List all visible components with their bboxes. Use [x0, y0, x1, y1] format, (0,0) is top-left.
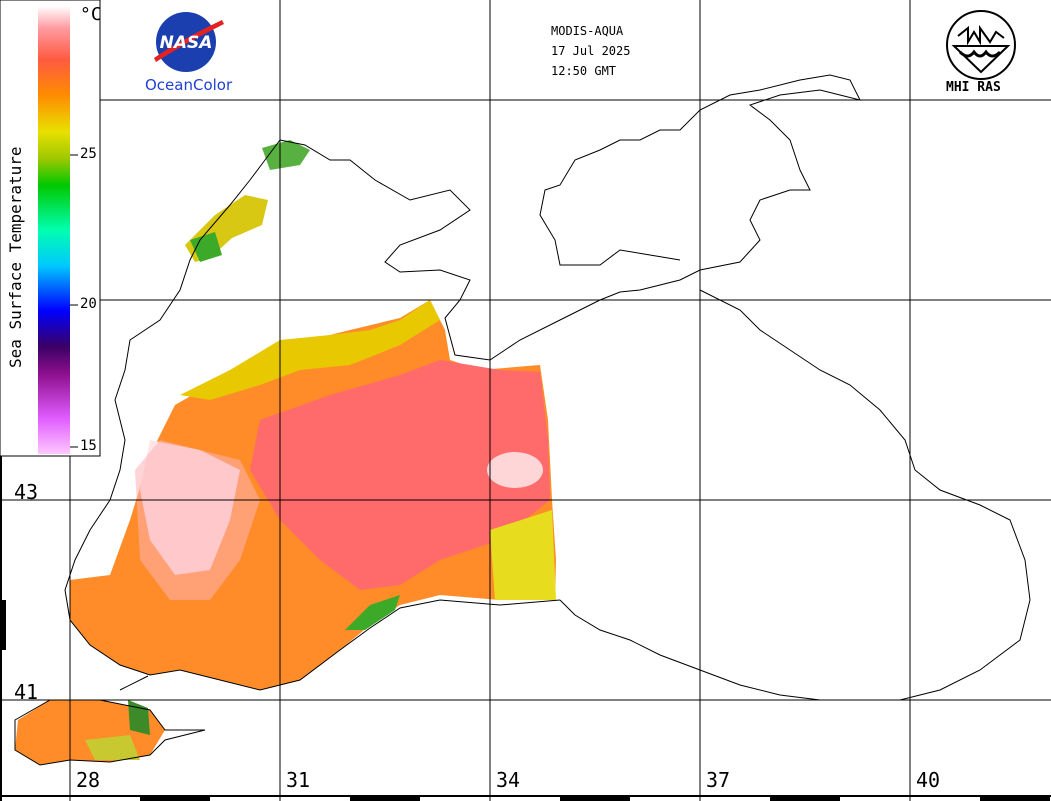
colorbar-title: Sea Surface Temperature [6, 146, 25, 368]
lat-label-41: 41 [14, 680, 39, 704]
sst-yellow-nw [180, 300, 440, 400]
sst-field [15, 140, 556, 765]
lon-label-31: 31 [286, 768, 311, 792]
sst-marmara-yellow [85, 735, 140, 760]
lon-label-34: 34 [496, 768, 521, 792]
nasa-logo-text: NASA [160, 33, 213, 53]
sst-max-east [487, 452, 543, 488]
colorbar-tick-25: 25 [80, 146, 97, 162]
sst-marmara-green [128, 700, 150, 735]
sst-yellow-east [490, 510, 556, 600]
lon-label-28: 28 [76, 768, 101, 792]
mhi-logo [944, 8, 1018, 82]
lat-label-43: 43 [14, 480, 39, 504]
coastline [14, 74, 1031, 766]
sst-hot-region [250, 360, 550, 590]
colorbar-unit: °C [80, 4, 102, 25]
lon-label-40: 40 [916, 768, 941, 792]
colorbar-tick-20: 20 [80, 296, 97, 312]
oceancolor-label: OceanColor [145, 76, 233, 94]
time-label: 12:50 GMT [551, 64, 617, 78]
colorbar-tick-15: 15 [80, 438, 97, 454]
sst-pink-band [135, 440, 260, 600]
sst-nw-green [190, 232, 222, 262]
colorbar [0, 0, 101, 457]
date-label: 17 Jul 2025 [551, 44, 631, 58]
lon-label-37: 37 [706, 768, 731, 792]
mhi-label: MHI RAS [946, 80, 1001, 95]
sst-green-coast [345, 595, 400, 630]
nasa-logo: NASA [150, 10, 226, 80]
colorbar-gradient [38, 6, 70, 454]
sensor-label: MODIS-AQUA [551, 24, 624, 38]
